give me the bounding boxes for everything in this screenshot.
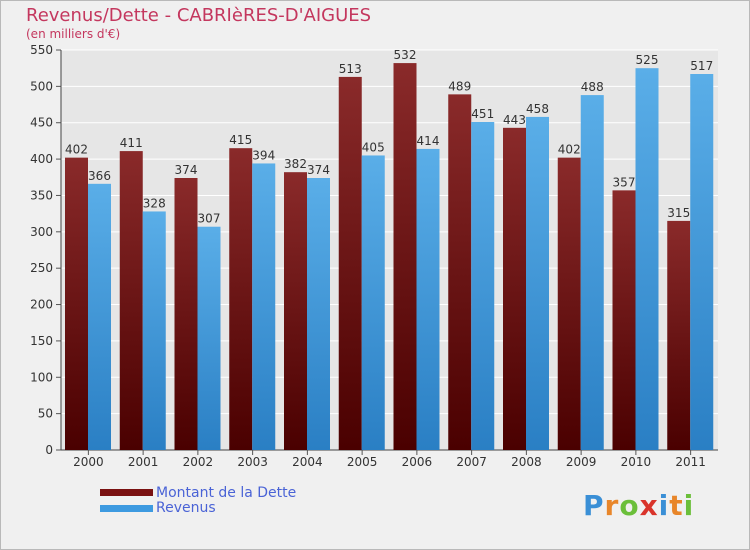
y-tick-label: 500 — [30, 79, 53, 93]
data-label: 382 — [284, 157, 307, 171]
bar-dette — [119, 151, 143, 450]
bar-revenus — [142, 211, 166, 450]
y-tick-label: 300 — [30, 225, 53, 239]
data-label: 402 — [558, 143, 581, 157]
data-label: 415 — [229, 133, 252, 147]
bar-dette — [338, 76, 362, 450]
bar-revenus — [252, 163, 276, 451]
data-label: 357 — [613, 175, 636, 189]
data-label: 394 — [252, 148, 275, 162]
y-tick-label: 550 — [30, 43, 53, 57]
bar-revenus — [416, 148, 440, 450]
logo-letter: P — [583, 489, 605, 522]
bar-revenus — [307, 178, 330, 450]
y-tick-label: 50 — [38, 407, 53, 421]
logo-letter: t — [669, 489, 684, 522]
bar-dette — [667, 220, 691, 450]
bar-dette — [65, 157, 88, 451]
data-label: 414 — [417, 134, 440, 148]
logo-letter: x — [639, 489, 659, 522]
data-label: 402 — [65, 143, 88, 157]
x-tick-label: 2002 — [183, 455, 214, 469]
data-label: 411 — [120, 136, 143, 150]
x-tick-label: 2003 — [237, 455, 268, 469]
chart-subtitle: (en milliers d'€) — [26, 27, 121, 41]
x-tick-label: 2004 — [292, 455, 323, 469]
bar-revenus — [197, 226, 221, 450]
data-label: 443 — [503, 113, 526, 127]
bar-dette — [284, 172, 307, 450]
logo-letter: i — [658, 489, 670, 522]
plot-area — [61, 50, 718, 450]
y-tick-label: 350 — [30, 188, 53, 202]
bar-dette — [503, 127, 526, 451]
bar-dette — [557, 157, 581, 451]
data-label: 366 — [88, 169, 111, 183]
bar-dette — [393, 63, 417, 450]
data-label: 525 — [636, 53, 659, 67]
bar-revenus — [690, 74, 714, 450]
legend-swatch-dette — [100, 489, 153, 496]
bar-revenus — [471, 122, 495, 450]
bar-revenus — [88, 183, 111, 450]
y-tick-label: 450 — [30, 116, 53, 130]
bar-revenus — [635, 68, 659, 450]
x-tick-label: 2008 — [511, 455, 542, 469]
x-tick-label: 2007 — [456, 455, 487, 469]
data-label: 489 — [448, 79, 471, 93]
bar-dette — [229, 148, 253, 450]
data-label: 374 — [175, 163, 198, 177]
data-label: 513 — [339, 62, 362, 76]
bar-dette — [448, 94, 472, 450]
x-tick-label: 2011 — [675, 455, 706, 469]
x-tick-label: 2009 — [566, 455, 597, 469]
y-tick-label: 100 — [30, 370, 53, 384]
x-tick-label: 2010 — [621, 455, 652, 469]
data-label: 517 — [690, 59, 713, 73]
y-tick-label: 400 — [30, 152, 53, 166]
data-label: 532 — [394, 48, 417, 62]
data-label: 451 — [471, 107, 494, 121]
data-label: 405 — [362, 140, 385, 154]
data-label: 315 — [667, 206, 690, 220]
chart-title: Revenus/Dette - CABRIèRES-D'AIGUES — [26, 5, 372, 26]
y-tick-label: 200 — [30, 298, 53, 312]
x-tick-label: 2000 — [73, 455, 104, 469]
logo-letter: r — [604, 489, 620, 522]
legend-swatch-revenus — [100, 505, 153, 512]
y-tick-label: 150 — [30, 334, 53, 348]
legend-label-dette: Montant de la Dette — [156, 485, 297, 501]
bar-dette — [612, 190, 636, 450]
y-tick-label: 0 — [45, 443, 53, 457]
bar-revenus — [361, 155, 385, 451]
data-label: 328 — [143, 196, 166, 210]
x-tick-label: 2006 — [402, 455, 433, 469]
logo-letter: i — [683, 489, 695, 522]
legend-label-revenus: Revenus — [156, 500, 216, 516]
x-tick-label: 2001 — [128, 455, 159, 469]
bar-revenus — [580, 95, 604, 450]
data-label: 458 — [526, 102, 549, 116]
proxiti-logo: Proxiti — [583, 489, 694, 522]
x-tick-label: 2005 — [347, 455, 378, 469]
data-label: 374 — [307, 163, 330, 177]
logo-letter: o — [619, 489, 640, 522]
bar-dette — [174, 178, 198, 450]
bar-revenus — [526, 116, 549, 450]
y-tick-label: 250 — [30, 261, 53, 275]
data-label: 307 — [198, 212, 221, 226]
data-label: 488 — [581, 80, 604, 94]
